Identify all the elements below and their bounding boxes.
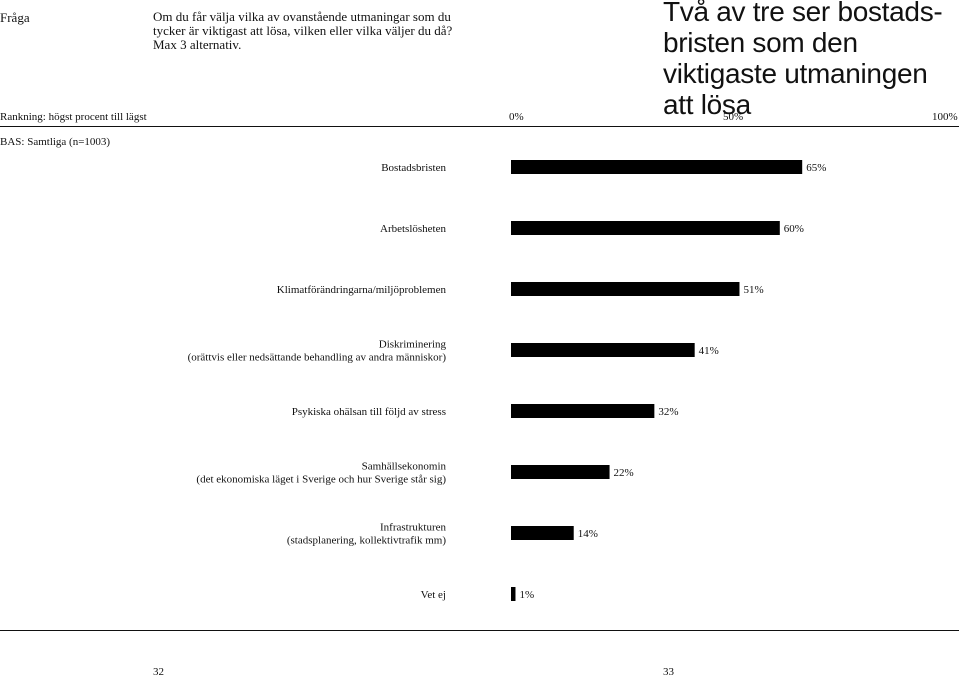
value-label-1: 60% bbox=[784, 223, 804, 235]
category-label-6-line-0: Infrastrukturen bbox=[380, 522, 446, 534]
question-label: Fråga bbox=[0, 10, 30, 25]
category-label-5-line-1: (det ekonomiska läget i Sverige och hur … bbox=[196, 474, 446, 486]
bar-1 bbox=[511, 221, 780, 235]
value-label-2: 51% bbox=[743, 284, 763, 296]
category-label-6-line-1: (stadsplanering, kollektivtrafik mm) bbox=[287, 535, 446, 547]
bar-6 bbox=[511, 526, 574, 540]
bottom-divider bbox=[0, 630, 959, 631]
bar-0 bbox=[511, 160, 803, 174]
headline: Två av tre ser bostads-bristen som den v… bbox=[663, 0, 943, 120]
bar-7 bbox=[511, 587, 516, 601]
category-label-4: Psykiska ohälsan till följd av stress bbox=[292, 406, 446, 418]
bar-3 bbox=[511, 343, 695, 357]
value-label-7: 1% bbox=[519, 589, 534, 601]
tick-label-50: 50% bbox=[723, 111, 744, 123]
category-label-3-line-0: Diskriminering bbox=[379, 339, 447, 351]
ranking-label: Rankning: högst procent till lägst bbox=[0, 111, 147, 123]
category-label-3-line-1: (orättvis eller nedsättande behandling a… bbox=[188, 352, 447, 364]
top-divider bbox=[0, 126, 959, 127]
value-label-5: 22% bbox=[614, 467, 634, 479]
category-label-0: Bostadsbristen bbox=[381, 162, 446, 174]
bar-2 bbox=[511, 282, 740, 296]
page-number-right: 33 bbox=[663, 666, 674, 678]
bar-4 bbox=[511, 404, 655, 418]
tick-label-0: 0% bbox=[509, 111, 524, 123]
value-label-6: 14% bbox=[578, 528, 598, 540]
tick-label-100: 100% bbox=[932, 111, 958, 123]
page-number-left: 32 bbox=[153, 666, 164, 678]
question-text: Om du får välja vilka av ovanstående utm… bbox=[153, 9, 453, 52]
base-label: BAS: Samtliga (n=1003) bbox=[0, 136, 111, 148]
bar-5 bbox=[511, 465, 610, 479]
value-label-4: 32% bbox=[658, 406, 678, 418]
value-label-3: 41% bbox=[699, 345, 719, 357]
category-label-1: Arbetslösheten bbox=[380, 223, 446, 235]
value-label-0: 65% bbox=[806, 162, 826, 174]
category-label-5-line-0: Samhällsekonomin bbox=[362, 461, 447, 473]
category-label-2: Klimatförändringarna/miljöproblemen bbox=[277, 284, 447, 296]
category-label-7: Vet ej bbox=[421, 589, 446, 601]
